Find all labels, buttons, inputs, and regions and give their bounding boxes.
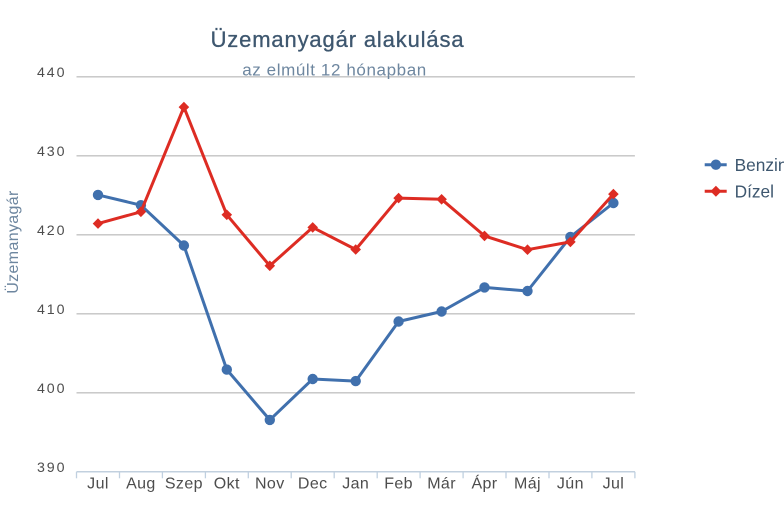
svg-text:Ápr: Ápr — [471, 474, 497, 493]
svg-text:Szep: Szep — [165, 476, 203, 493]
svg-text:430: 430 — [37, 144, 66, 160]
svg-text:420: 420 — [37, 223, 66, 239]
svg-text:Benzin: Benzin — [735, 155, 784, 175]
svg-text:Máj: Máj — [514, 476, 541, 493]
svg-text:Jul: Jul — [603, 476, 625, 493]
svg-text:Dec: Dec — [298, 476, 328, 493]
svg-text:az elmúlt 12 hónapban: az elmúlt 12 hónapban — [242, 60, 427, 79]
svg-text:Üzemanyagár alakulása: Üzemanyagár alakulása — [211, 27, 465, 52]
svg-text:390: 390 — [37, 460, 66, 476]
svg-text:Üzemanyagár: Üzemanyagár — [4, 190, 22, 294]
svg-text:Dízel: Dízel — [735, 182, 774, 202]
svg-text:Jan: Jan — [342, 476, 369, 493]
svg-text:Már: Már — [427, 476, 456, 493]
svg-text:Jul: Jul — [87, 476, 109, 493]
svg-text:440: 440 — [37, 65, 66, 81]
svg-text:Jún: Jún — [557, 476, 584, 493]
svg-text:Aug: Aug — [126, 476, 156, 493]
svg-text:410: 410 — [37, 302, 66, 318]
svg-text:Feb: Feb — [384, 476, 413, 493]
svg-text:Nov: Nov — [255, 476, 285, 493]
svg-text:Okt: Okt — [214, 476, 240, 493]
svg-text:400: 400 — [37, 381, 66, 397]
